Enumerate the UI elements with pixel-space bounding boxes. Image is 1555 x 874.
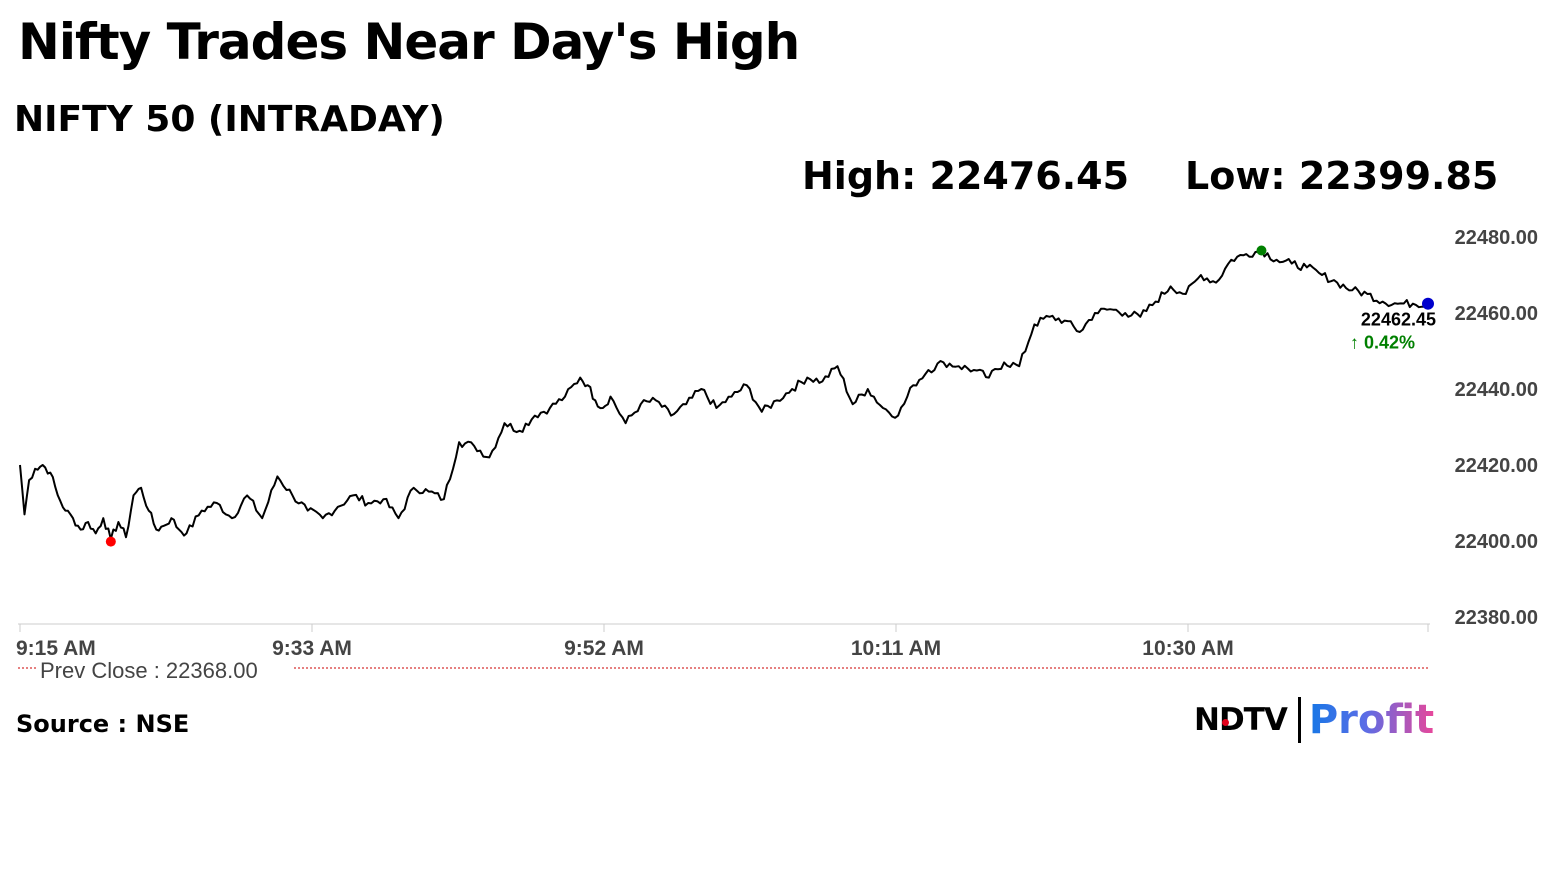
intraday-line-chart: 22480.00 22460.00 22440.00 22420.00 22400.00… [16,227,1538,683]
last-price-label: 22462.45 [1361,310,1436,330]
logo-divider [1297,697,1301,743]
prev-close-label: Prev Close : 22368.00 [40,658,258,683]
y-tick-label: 22480.00 [1455,227,1538,249]
x-tick-label: 9:33 AM [272,637,352,660]
last-price-marker [1422,297,1434,310]
logo-red-dot [1222,719,1229,726]
chart-title: Nifty Trades Near Day's High [18,13,800,71]
x-axis: 9:15 AM 9:33 AM 9:52 AM 10:11 AM 10:30 AM [16,623,1430,660]
chart-subtitle: NIFTY 50 (INTRADAY) [14,99,445,140]
y-tick-label: 22400.00 [1455,531,1538,553]
prev-close-label-bg [36,656,294,680]
nifty-price-line [19,249,1429,541]
y-tick-label: 22460.00 [1455,303,1538,325]
y-tick-label: 22440.00 [1455,379,1538,401]
logo-ndtv-text: NDTV [1194,702,1288,738]
x-tick-label: 10:11 AM [851,637,941,660]
day-low-marker [105,536,116,547]
y-tick-label: 22380.00 [1455,607,1538,629]
source-note: Source : NSE [16,710,190,738]
day-low-label: Low: 22399.85 [1185,154,1499,198]
x-tick-label: 9:52 AM [564,637,644,660]
day-high-label: High: 22476.45 [802,154,1130,198]
x-tick-label: 10:30 AM [1142,637,1233,660]
y-tick-label: 22420.00 [1455,455,1538,477]
ndtv-profit-logo: NDTV Profit [1194,696,1434,744]
x-tick-label: 9:15 AM [16,637,96,660]
logo-profit-text: Profit [1308,697,1435,743]
day-high-marker [1256,245,1267,256]
y-axis: 22480.00 22460.00 22440.00 22420.00 22400.00… [1455,227,1538,629]
change-percent-label: ↑ 0.42% [1350,333,1415,353]
